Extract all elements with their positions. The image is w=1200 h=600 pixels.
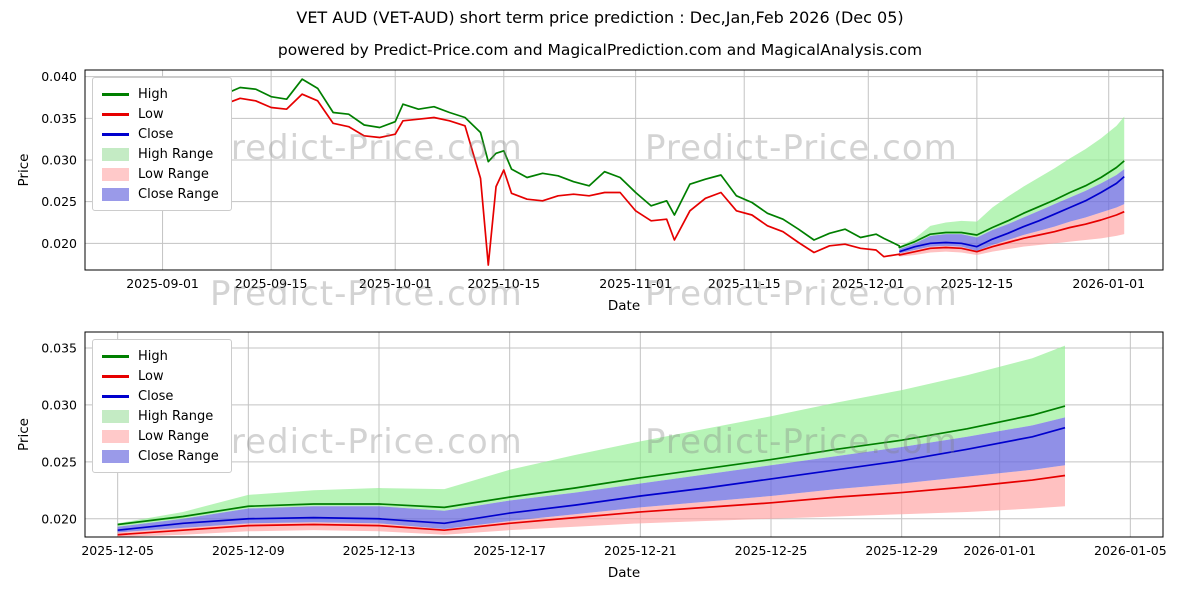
chart-title: VET AUD (VET-AUD) short term price predi…: [296, 8, 904, 27]
legend-item-close-range: Close Range: [102, 446, 219, 466]
legend-label: Low: [138, 368, 164, 384]
legend-label: High: [138, 86, 168, 102]
x-tick-label: 2025-11-15: [708, 276, 781, 291]
watermark: Predict-Price.com: [645, 128, 958, 168]
legend-bottom-chart: High Low Close High Range Low Range Clos…: [92, 339, 232, 473]
plot-border: [84, 331, 1164, 538]
line-close: [899, 176, 1125, 253]
line-low: [100, 92, 1125, 266]
legend-item-close: Close: [102, 124, 219, 144]
x-tick-label: 2025-12-25: [735, 543, 808, 558]
x-tick-label: 2025-10-15: [467, 276, 540, 291]
x-tick-label: 2026-01-01: [1072, 276, 1145, 291]
legend-label: Close Range: [138, 448, 219, 464]
x-tick-label: 2025-09-15: [235, 276, 308, 291]
x-tick-label: 2026-01-01: [963, 543, 1036, 558]
high-line-swatch: [102, 354, 129, 358]
legend-item-low-range: Low Range: [102, 426, 219, 446]
x-axis-label: Date: [608, 565, 640, 581]
legend-item-low-range: Low Range: [102, 164, 219, 184]
close-range-swatch: [102, 187, 129, 201]
low-line-swatch: [102, 374, 129, 378]
legend-label: Close: [138, 126, 174, 142]
high-line-swatch: [102, 92, 129, 96]
legend-item-high-range: High Range: [102, 406, 219, 426]
watermark: Predict-Price.com: [210, 128, 523, 168]
y-tick-label: 0.035: [41, 111, 77, 126]
legend-label: High Range: [138, 408, 214, 424]
x-tick-label: 2025-12-21: [604, 543, 677, 558]
legend-label: Low Range: [138, 428, 209, 444]
high-range-swatch: [102, 147, 129, 161]
y-tick-label: 0.025: [41, 454, 77, 469]
line-high: [100, 78, 1125, 249]
y-axis-label: Price: [16, 418, 32, 451]
x-tick-label: 2025-12-13: [343, 543, 416, 558]
band-low-range: [117, 465, 1065, 537]
close-line-swatch: [102, 132, 129, 136]
low-range-swatch: [102, 167, 129, 181]
plot-border: [84, 69, 1164, 271]
x-tick-label: 2025-11-01: [599, 276, 672, 291]
low-range-swatch: [102, 429, 129, 443]
legend-item-high: High: [102, 84, 219, 104]
x-tick-label: 2025-12-09: [212, 543, 285, 558]
x-tick-label: 2025-12-17: [473, 543, 546, 558]
watermark: Predict-Price.com: [645, 422, 958, 462]
watermark: Predict-Price.com: [645, 274, 958, 314]
legend-item-close: Close: [102, 386, 219, 406]
x-tick-label: 2025-12-15: [941, 276, 1014, 291]
high-range-swatch: [102, 409, 129, 423]
y-tick-label: 0.035: [41, 340, 77, 355]
legend-top-chart: High Low Close High Range Low Range Clos…: [92, 77, 232, 211]
legend-item-low: Low: [102, 104, 219, 124]
y-tick-label: 0.020: [41, 236, 77, 251]
x-tick-label: 2026-01-05: [1094, 543, 1167, 558]
y-tick-label: 0.030: [41, 397, 77, 412]
chart-subtitle: powered by Predict-Price.com and Magical…: [277, 41, 923, 59]
band-high-range: [899, 116, 1125, 250]
y-tick-label: 0.020: [41, 511, 77, 526]
low-line-swatch: [102, 112, 129, 116]
x-tick-label: 2025-12-01: [832, 276, 905, 291]
y-axis-label: Price: [16, 154, 32, 187]
band-high-range: [117, 345, 1065, 527]
legend-label: Close: [138, 388, 174, 404]
legend-label: High: [138, 348, 168, 364]
legend-label: High Range: [138, 146, 214, 162]
close-range-swatch: [102, 449, 129, 463]
x-tick-label: 2025-12-05: [81, 543, 154, 558]
band-low-range: [899, 204, 1125, 257]
y-tick-label: 0.040: [41, 69, 77, 84]
line-high: [117, 405, 1066, 526]
legend-item-high-range: High Range: [102, 144, 219, 164]
legend-item-low: Low: [102, 366, 219, 386]
legend-label: Low: [138, 106, 164, 122]
y-tick-label: 0.030: [41, 153, 77, 168]
close-line-swatch: [102, 394, 129, 398]
x-axis-label: Date: [608, 298, 640, 314]
line-close: [117, 426, 1066, 532]
watermark: Predict-Price.com: [210, 422, 523, 462]
watermark: Predict-Price.com: [210, 274, 523, 314]
x-tick-label: 2025-09-01: [126, 276, 199, 291]
legend-item-high: High: [102, 346, 219, 366]
x-tick-label: 2025-10-01: [359, 276, 432, 291]
line-low: [117, 474, 1066, 536]
x-tick-label: 2025-12-29: [865, 543, 938, 558]
legend-label: Low Range: [138, 166, 209, 182]
legend-item-close-range: Close Range: [102, 184, 219, 204]
legend-label: Close Range: [138, 186, 219, 202]
y-tick-label: 0.025: [41, 194, 77, 209]
